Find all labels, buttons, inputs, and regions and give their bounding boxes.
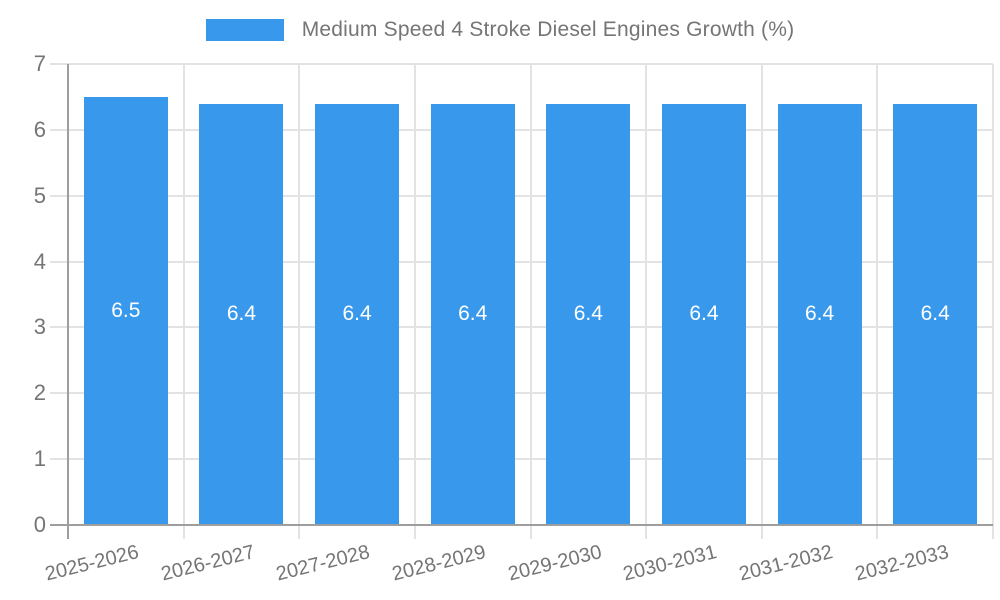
bar-value-label: 6.4 [342, 302, 372, 326]
y-tick-label: 6 [33, 116, 46, 142]
bar[interactable]: 6.4 [546, 103, 631, 525]
y-tick-label: 2 [33, 380, 46, 406]
y-axis-tick [50, 458, 68, 461]
bar-value-label: 6.4 [573, 302, 603, 326]
x-gridline [992, 64, 994, 539]
y-axis-tick [50, 524, 68, 526]
bar[interactable]: 6.4 [893, 103, 978, 525]
x-gridline [645, 64, 648, 539]
y-axis-tick [50, 326, 68, 329]
x-tick-label: 2028-2029 [389, 541, 489, 586]
x-tick-label: 2032-2033 [852, 541, 951, 586]
bar-value-label: 6.4 [226, 302, 257, 326]
x-axis-baseline [68, 524, 993, 526]
x-tick-label: 2030-2031 [621, 541, 720, 586]
y-tick-label: 5 [33, 182, 46, 208]
bar-value-label: 6.4 [920, 302, 950, 326]
x-tick-label: 2026-2027 [158, 541, 257, 586]
y-tick-label: 0 [33, 512, 46, 537]
bar-value-label: 6.4 [689, 302, 719, 326]
x-gridline [529, 64, 532, 539]
bar-value-label: 6.5 [111, 298, 141, 322]
bar[interactable]: 6.4 [199, 103, 284, 525]
legend[interactable]: Medium Speed 4 Stroke Diesel Engines Gro… [0, 18, 1000, 42]
y-axis-line [67, 64, 69, 539]
y-tick-label: 7 [33, 51, 46, 76]
x-gridline [298, 64, 301, 539]
bar[interactable]: 6.4 [661, 103, 746, 525]
x-tick-label: 2029-2030 [505, 541, 604, 586]
x-tick-label: 2025-2026 [42, 541, 142, 586]
bar-value-label: 6.4 [804, 302, 835, 326]
bar[interactable]: 6.4 [777, 103, 862, 525]
x-gridline [182, 64, 185, 539]
y-axis-tick [50, 128, 68, 131]
y-axis-tick [50, 392, 68, 395]
y-tick-label: 3 [33, 314, 46, 340]
y-axis-tick [50, 194, 68, 197]
bar[interactable]: 6.5 [83, 96, 168, 525]
y-tick-label: 4 [33, 248, 46, 274]
x-tick-label: 2027-2028 [274, 541, 373, 586]
y-axis-tick [50, 260, 68, 263]
bar-value-label: 6.4 [458, 302, 488, 326]
y-tick-label: 1 [33, 446, 46, 472]
legend-swatch [205, 19, 284, 41]
legend-series-label: Medium Speed 4 Stroke Diesel Engines Gro… [301, 18, 795, 41]
x-gridline [876, 64, 879, 539]
x-gridline [413, 64, 416, 539]
bar[interactable]: 6.4 [430, 103, 515, 525]
bar[interactable]: 6.4 [315, 103, 400, 525]
x-tick-label: 2031-2032 [736, 541, 835, 586]
x-gridline [760, 64, 763, 539]
y-axis-tick [50, 63, 68, 65]
